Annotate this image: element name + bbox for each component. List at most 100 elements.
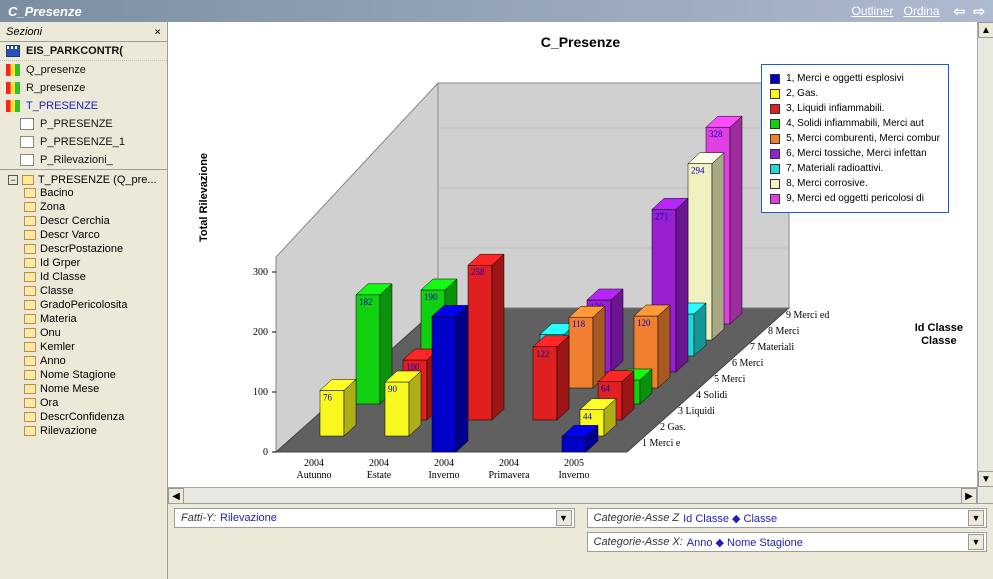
- field-label: DescrConfidenza: [40, 411, 124, 423]
- nav-next-icon[interactable]: ⇨: [973, 3, 985, 20]
- field-label: Id Classe: [40, 271, 86, 283]
- dropdown-icon[interactable]: ▼: [968, 534, 984, 550]
- scroll-right-icon[interactable]: ▶: [961, 488, 977, 504]
- field-label: Bacino: [40, 187, 74, 199]
- legend-item: 5, Merci comburenti, Merci combur: [770, 131, 940, 146]
- legend-label: 5, Merci comburenti, Merci combur: [786, 133, 940, 144]
- field-item[interactable]: DescrConfidenza: [24, 410, 167, 424]
- field-icon: [24, 286, 36, 296]
- field-icon: [24, 230, 36, 240]
- bar-value: 100: [406, 362, 420, 372]
- field-item[interactable]: Classe: [24, 284, 167, 298]
- x-cat-label: Categorie-Asse X:: [594, 536, 683, 548]
- bar-value: 90: [388, 384, 398, 394]
- legend-swatch: [770, 89, 780, 99]
- field-item[interactable]: Bacino: [24, 186, 167, 200]
- bar-value: 44: [583, 412, 593, 422]
- section-label: P_Rilevazioni_: [40, 154, 113, 166]
- bar-side: [492, 254, 504, 420]
- section-label: T_PRESENZE: [26, 100, 98, 112]
- field-item[interactable]: Rilevazione: [24, 424, 167, 438]
- scrollbar-horizontal[interactable]: ◀ ▶: [168, 487, 977, 503]
- bar-value: 122: [536, 349, 550, 359]
- bar: [468, 265, 492, 420]
- field-item[interactable]: Kemler: [24, 340, 167, 354]
- ordina-link[interactable]: Ordina: [904, 4, 940, 18]
- field-item[interactable]: Materia: [24, 312, 167, 326]
- collapse-icon[interactable]: −: [8, 175, 18, 185]
- y-facts-box[interactable]: Fatti-Y: Rilevazione ▼: [174, 508, 575, 528]
- field-item[interactable]: Onu: [24, 326, 167, 340]
- field-label: Descr Cerchia: [40, 215, 110, 227]
- legend-item: 2, Gas.: [770, 86, 940, 101]
- field-item[interactable]: Nome Mese: [24, 382, 167, 396]
- field-label: Kemler: [40, 341, 75, 353]
- z-categories-box[interactable]: Categorie-Asse Z Id Classe ◆ Classe ▼: [587, 508, 988, 528]
- x-cat-value: Anno ◆ Nome Stagione: [687, 536, 803, 549]
- legend: 1, Merci e oggetti esplosivi 2, Gas. 3, Li…: [761, 64, 949, 213]
- tree-root-label: T_PRESENZE (Q_pre...: [38, 174, 157, 186]
- svg-text:2004: 2004: [499, 458, 519, 469]
- field-item[interactable]: Id Classe: [24, 270, 167, 284]
- field-icon: [24, 356, 36, 366]
- legend-item: 1, Merci e oggetti esplosivi: [770, 71, 940, 86]
- section-sub-2[interactable]: P_Rilevazioni_: [0, 151, 167, 169]
- legend-swatch: [770, 134, 780, 144]
- field-item[interactable]: DescrPostazione: [24, 242, 167, 256]
- outliner-link[interactable]: Outliner: [851, 4, 893, 18]
- svg-text:Autunno: Autunno: [297, 470, 332, 481]
- section-label: R_presenze: [26, 82, 85, 94]
- scroll-left-icon[interactable]: ◀: [168, 488, 184, 504]
- field-item[interactable]: Descr Cerchia: [24, 214, 167, 228]
- field-label: Nome Stagione: [40, 369, 116, 381]
- legend-swatch: [770, 104, 780, 114]
- field-item[interactable]: Zona: [24, 200, 167, 214]
- tree-root[interactable]: − T_PRESENZE (Q_pre...: [0, 174, 167, 186]
- svg-text:2 Gas.: 2 Gas.: [660, 422, 686, 433]
- scroll-up-icon[interactable]: ▲: [978, 22, 993, 38]
- field-label: GradoPericolosita: [40, 299, 127, 311]
- field-icon: [24, 188, 36, 198]
- legend-label: 3, Liquidi infiammabili.: [786, 103, 884, 114]
- section-t-presenze[interactable]: T_PRESENZE: [0, 97, 167, 115]
- nav-prev-icon[interactable]: ⇦: [954, 3, 966, 20]
- scroll-down-icon[interactable]: ▼: [978, 471, 993, 487]
- field-item[interactable]: Nome Stagione: [24, 368, 167, 382]
- svg-text:100: 100: [253, 387, 268, 398]
- dropdown-icon[interactable]: ▼: [968, 510, 984, 526]
- svg-text:2004: 2004: [369, 458, 389, 469]
- legend-item: 6, Merci tossiche, Merci infettan: [770, 146, 940, 161]
- section-sub-1[interactable]: P_PRESENZE_1: [0, 133, 167, 151]
- bar-side: [712, 153, 724, 340]
- bar-value: 64: [601, 384, 611, 394]
- y-facts-value: Rilevazione: [220, 512, 277, 524]
- scrollbar-vertical[interactable]: ▲ ▼: [977, 22, 993, 503]
- section-q-presenze[interactable]: Q_presenze: [0, 61, 167, 79]
- svg-text:4 Solidi: 4 Solidi: [696, 390, 728, 401]
- field-item[interactable]: Anno: [24, 354, 167, 368]
- sidebar-header: Sezioni ×: [0, 22, 167, 42]
- section-sub-0[interactable]: P_PRESENZE: [0, 115, 167, 133]
- section-r-presenze[interactable]: R_presenze: [0, 79, 167, 97]
- field-item[interactable]: GradoPericolosita: [24, 298, 167, 312]
- field-item[interactable]: Ora: [24, 396, 167, 410]
- field-item[interactable]: Id Grper: [24, 256, 167, 270]
- section-top[interactable]: EIS_PARKCONTR(: [0, 42, 167, 61]
- field-label: Onu: [40, 327, 61, 339]
- field-item[interactable]: Descr Varco: [24, 228, 167, 242]
- chart-icon: [6, 82, 20, 94]
- field-label: Ora: [40, 397, 58, 409]
- bar-value: 120: [637, 318, 651, 328]
- field-icon: [24, 384, 36, 394]
- chart-icon: [6, 64, 20, 76]
- svg-text:1 Merci e: 1 Merci e: [642, 438, 681, 449]
- bar-side: [456, 305, 468, 452]
- svg-text:6 Merci: 6 Merci: [732, 358, 764, 369]
- dropdown-icon[interactable]: ▼: [556, 510, 572, 526]
- legend-swatch: [770, 149, 780, 159]
- sidebar-close-icon[interactable]: ×: [154, 25, 161, 38]
- legend-label: 2, Gas.: [786, 88, 818, 99]
- x-categories-box[interactable]: Categorie-Asse X: Anno ◆ Nome Stagione ▼: [587, 532, 988, 552]
- field-icon: [24, 258, 36, 268]
- field-icon: [24, 342, 36, 352]
